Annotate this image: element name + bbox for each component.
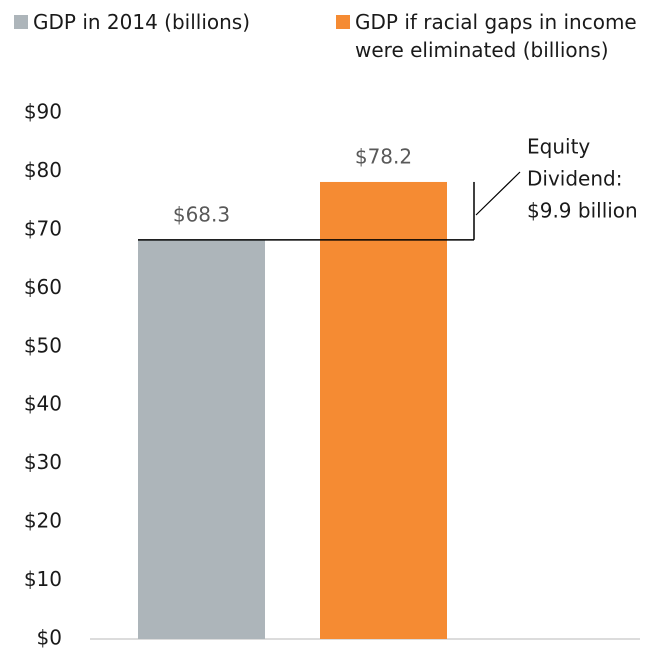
annotation: Dividend: bbox=[527, 167, 622, 191]
bar bbox=[138, 239, 265, 639]
legend-swatch bbox=[336, 15, 350, 29]
y-tick-label: $0 bbox=[37, 626, 62, 650]
y-tick-label: $70 bbox=[24, 216, 62, 240]
annotation: $9.9 billion bbox=[527, 199, 638, 223]
bar bbox=[320, 181, 447, 639]
y-tick-label: $60 bbox=[24, 275, 62, 299]
y-tick-label: $20 bbox=[24, 509, 62, 533]
legend-label: GDP in 2014 (billions) bbox=[33, 10, 251, 34]
value-label: $68.3 bbox=[173, 202, 230, 226]
y-tick-label: $90 bbox=[24, 100, 62, 124]
y-tick-label: $80 bbox=[24, 158, 62, 182]
annotation-line bbox=[475, 171, 521, 216]
annotation: Equity bbox=[527, 135, 590, 159]
y-tick-label: $10 bbox=[24, 567, 62, 591]
y-tick-label: $40 bbox=[24, 392, 62, 416]
legend-swatch bbox=[14, 15, 28, 29]
y-tick-label: $30 bbox=[24, 450, 62, 474]
value-label: $78.2 bbox=[355, 144, 412, 168]
y-tick-label: $50 bbox=[24, 333, 62, 357]
legend-label: GDP if racial gaps in income were elimin… bbox=[355, 10, 637, 62]
